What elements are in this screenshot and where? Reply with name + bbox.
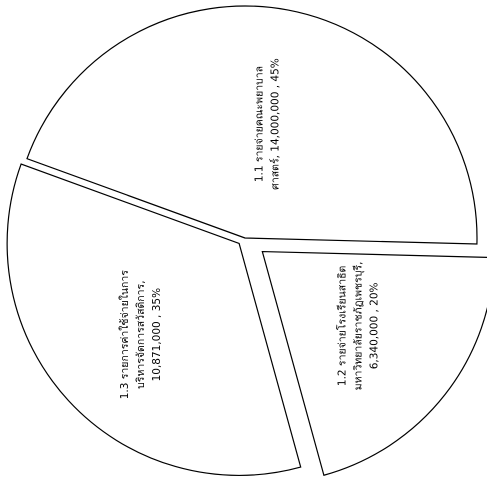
slice-labels: 1.1 รายจ่ายคณะพยาบาล ศาสตร์, 14,000,000 ,… [118, 58, 380, 399]
slice-label-line: 10,871,000 , 35% [151, 288, 163, 381]
slice-label-line: บริหารจัดการสวัสดิการ, [135, 280, 147, 388]
slice-label-1: 1.1 รายจ่ายคณะพยาบาล ศาสตร์, 14,000,000 ,… [254, 58, 282, 190]
slice-label-3: 1.3 รายการค่าใช้จ่ายในการ บริหารจัดการสวั… [118, 270, 163, 400]
slice-label-line: 1.2 รายจ่ายโรงเรียนสาธิต [335, 266, 348, 387]
pie-slices [6, 5, 487, 477]
slice-label-line: 1.1 รายจ่ายคณะพยาบาล [254, 66, 266, 182]
pie-slice-3 [6, 163, 302, 477]
slice-label-2: 1.2 รายจ่ายโรงเรียนสาธิต มหาวิทยาลัยราชภั… [335, 262, 380, 391]
slice-label-line: มหาวิทยาลัยราชภัฏเพชรบุรี, [351, 262, 364, 391]
slice-label-line: 1.3 รายการค่าใช้จ่ายในการ [118, 270, 131, 400]
slice-label-line: ศาสตร์, 14,000,000 , 45% [269, 58, 282, 190]
slice-label-line: 6,340,000 , 20% [368, 282, 380, 369]
pie-slice-2 [261, 250, 487, 476]
pie-slice-1 [26, 5, 478, 245]
